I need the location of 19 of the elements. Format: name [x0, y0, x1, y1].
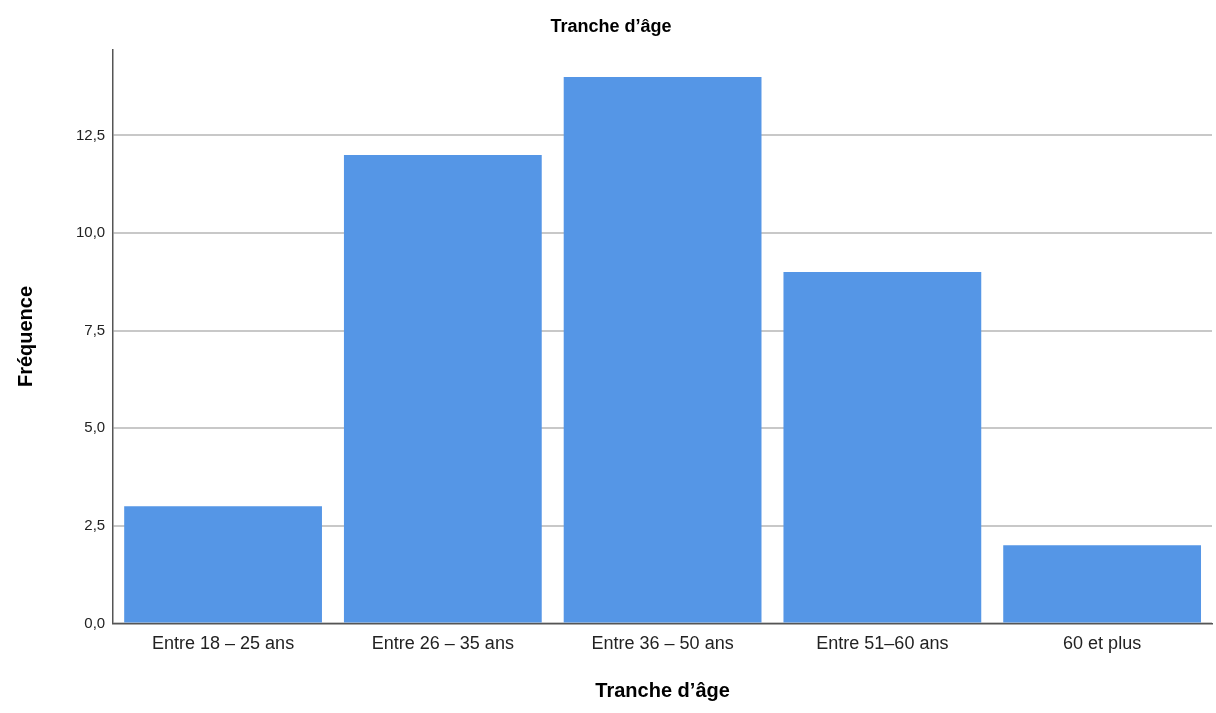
- y-tick-label: 12,5: [75, 125, 106, 143]
- bar: [783, 272, 982, 623]
- bar: [343, 154, 542, 623]
- y-tick-label: 10,0: [75, 223, 106, 241]
- y-tick-label: 2,5: [84, 515, 106, 533]
- y-tick-label: 7,5: [84, 320, 106, 338]
- x-tick-label: Entre 26 – 35 ans: [371, 633, 514, 654]
- y-tick-label: 0,0: [84, 613, 106, 631]
- x-tick-label: Entre 51–60 ans: [816, 633, 949, 654]
- x-tick-label: Entre 36 – 50 ans: [591, 633, 734, 654]
- x-tick-label: 60 et plus: [1063, 633, 1142, 654]
- y-tick-label: 5,0: [84, 418, 106, 436]
- x-tick-label: Entre 18 – 25 ans: [152, 633, 295, 654]
- bar: [124, 506, 322, 623]
- bar: [1003, 545, 1202, 623]
- x-axis-title: Tranche d’âge: [595, 678, 730, 701]
- chart-title: Tranche d’âge: [550, 15, 672, 36]
- bar: [563, 76, 762, 623]
- y-axis-title: Fréquence: [13, 285, 36, 388]
